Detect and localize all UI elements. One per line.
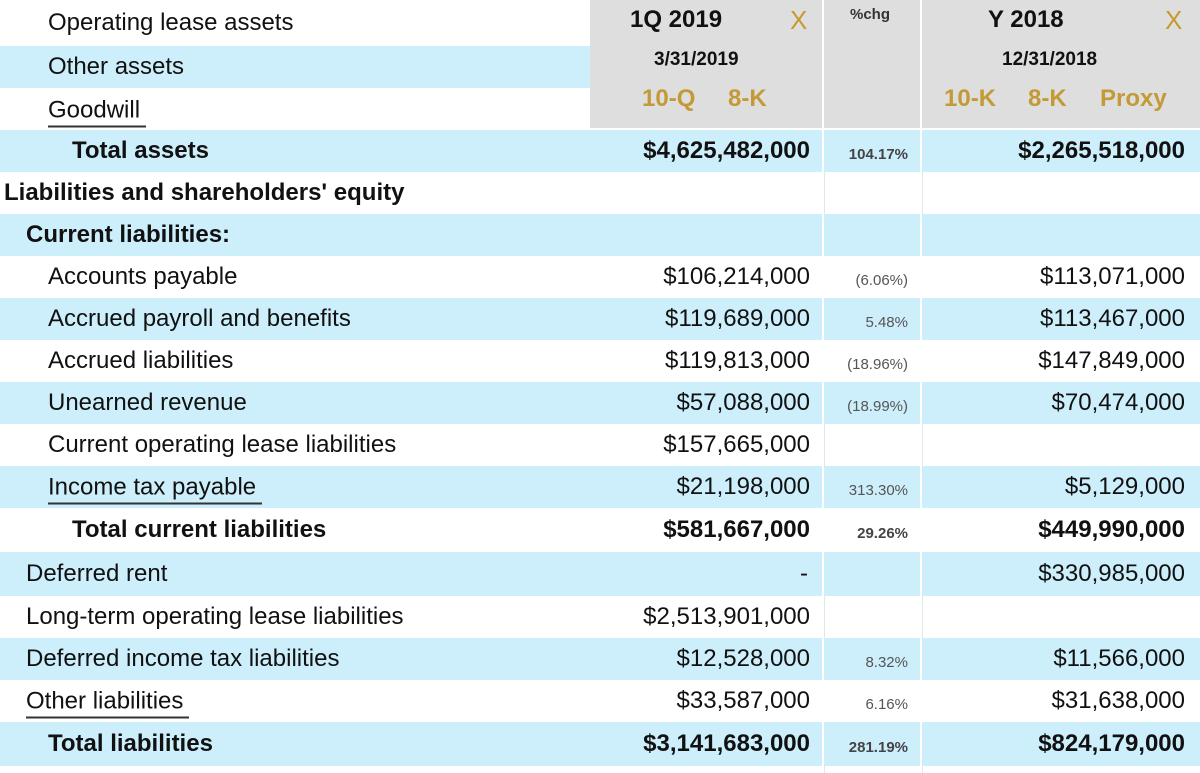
header-year: Y 2018 X 12/31/2018 10-K 8-K Proxy	[922, 0, 1200, 128]
row-label: Current operating lease liabilities	[48, 431, 397, 458]
quarter-period: 1Q 2019	[630, 6, 723, 33]
row-label: Income tax payable	[48, 474, 263, 505]
row-label: Accrued payroll and benefits	[48, 305, 351, 332]
row-deferred-rent: Deferred rent - $330,985,000	[0, 552, 1200, 596]
year-value: $147,849,000	[1038, 347, 1185, 374]
year-value: $449,990,000	[1038, 516, 1185, 543]
link-8k-year[interactable]: 8-K	[1028, 85, 1067, 112]
row-total-liabilities: Total liabilities $3,141,683,000 281.19%…	[0, 722, 1200, 766]
quarter-value: $119,689,000	[664, 305, 810, 332]
year-value: $330,985,000	[1038, 560, 1185, 587]
quarter-value: $581,667,000	[663, 516, 810, 543]
change-value: 6.16%	[865, 695, 908, 713]
change-value: 104.17%	[848, 145, 908, 163]
row-accrued-liabilities: Accrued liabilities $119,813,000 (18.96%…	[0, 340, 1200, 382]
year-value: $11,566,000	[1053, 645, 1185, 672]
row-top-1: Other assets	[0, 46, 1200, 88]
header-quarter: 1Q 2019 X 3/31/2019 10-Q 8-K	[590, 0, 822, 128]
quarter-date: 3/31/2019	[654, 49, 739, 70]
row-label: Deferred income tax liabilities	[26, 645, 340, 672]
quarter-value: $106,214,000	[663, 263, 810, 290]
row-label-operating-lease-assets: Operating lease assets	[48, 9, 294, 36]
quarter-value: $157,665,000	[663, 431, 810, 458]
row-current-liabilities-heading: Current liabilities:	[0, 214, 1200, 256]
link-10k[interactable]: 10-K	[944, 85, 997, 112]
quarter-value: $119,813,000	[664, 347, 810, 374]
row-label: Unearned revenue	[48, 389, 247, 416]
quarter-value: $3,141,683,000	[643, 730, 810, 757]
row-label: Total liabilities	[48, 730, 213, 757]
year-value: $824,179,000	[1038, 730, 1185, 757]
quarter-value: $2,513,901,000	[643, 603, 810, 630]
row-current-operating-lease: Current operating lease liabilities $157…	[0, 424, 1200, 466]
row-accrued-payroll: Accrued payroll and benefits $119,689,00…	[0, 298, 1200, 340]
year-value: $70,474,000	[1051, 389, 1185, 416]
change-value: 313.30%	[848, 481, 908, 499]
row-label: Total current liabilities	[72, 516, 327, 543]
link-proxy[interactable]: Proxy	[1100, 85, 1167, 112]
header-change: %chg	[824, 0, 920, 128]
link-8k-quarter[interactable]: 8-K	[728, 85, 767, 112]
row-label: Long-term operating lease liabilities	[26, 603, 404, 630]
row-deferred-income-tax: Deferred income tax liabilities $12,528,…	[0, 638, 1200, 680]
year-value: $113,467,000	[1039, 305, 1185, 332]
row-label-other-assets: Other assets	[48, 53, 185, 80]
year-value: $5,129,000	[1064, 473, 1185, 500]
row-label-goodwill: Goodwill	[48, 96, 147, 128]
link-10q[interactable]: 10-Q	[642, 85, 696, 112]
bottom-strip	[0, 766, 1200, 773]
row-top-2: Goodwill	[0, 88, 1200, 130]
row-top-0-bg: Operating lease assets	[0, 0, 1200, 46]
row-total-assets: Total assets $4,625,482,000 104.17% $2,2…	[0, 130, 1200, 172]
change-value: 281.19%	[848, 738, 908, 756]
change-value: (18.96%)	[847, 355, 908, 373]
quarter-value: -	[800, 560, 808, 587]
row-label: Other liabilities	[26, 688, 190, 719]
change-value: 8.32%	[865, 653, 908, 671]
change-header: %chg	[850, 6, 891, 23]
row-section-liabilities-equity: Liabilities and shareholders' equity	[0, 172, 1200, 214]
row-label: Total assets	[72, 137, 209, 164]
row-long-term-operating-lease: Long-term operating lease liabilities $2…	[0, 596, 1200, 638]
row-other-liabilities: Other liabilities $33,587,000 6.16% $31,…	[0, 680, 1200, 722]
year-date: 12/31/2018	[1002, 49, 1098, 70]
row-label: Accrued liabilities	[48, 347, 234, 374]
row-income-tax-payable: Income tax payable $21,198,000 313.30% $…	[0, 466, 1200, 508]
year-value: $2,265,518,000	[1018, 137, 1185, 164]
change-value: (18.99%)	[847, 397, 908, 415]
change-value: (6.06%)	[855, 271, 908, 289]
row-unearned-revenue: Unearned revenue $57,088,000 (18.99%) $7…	[0, 382, 1200, 424]
row-total-current-liabilities: Total current liabilities $581,667,000 2…	[0, 508, 1200, 552]
row-label: Accounts payable	[48, 263, 238, 290]
year-value: $31,638,000	[1051, 687, 1185, 714]
remove-year-icon[interactable]: X	[1165, 5, 1183, 35]
change-value: 5.48%	[865, 313, 908, 331]
quarter-value: $4,625,482,000	[643, 137, 810, 164]
year-value: $113,071,000	[1039, 263, 1185, 290]
row-accounts-payable: Accounts payable $106,214,000 (6.06%) $1…	[0, 256, 1200, 298]
quarter-value: $12,528,000	[676, 645, 810, 672]
quarter-value: $57,088,000	[676, 389, 810, 416]
quarter-value: $21,198,000	[676, 473, 810, 500]
remove-quarter-icon[interactable]: X	[790, 5, 808, 35]
change-value: 29.26%	[857, 524, 908, 542]
section-heading: Liabilities and shareholders' equity	[4, 179, 405, 206]
subsection-heading: Current liabilities:	[26, 221, 231, 248]
quarter-value: $33,587,000	[676, 687, 810, 714]
year-period: Y 2018	[988, 6, 1064, 33]
row-label: Deferred rent	[26, 560, 168, 587]
